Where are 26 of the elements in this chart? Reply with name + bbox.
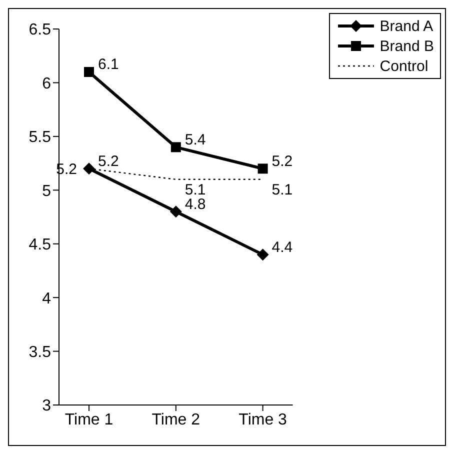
- y-tick-label: 6.5: [28, 22, 52, 39]
- y-tick-label: 5: [42, 182, 52, 200]
- data-label: 5.1: [272, 182, 293, 199]
- x-tick-label: Time 2: [152, 411, 200, 428]
- point: [83, 162, 95, 175]
- x-tick-label: Time 1: [64, 411, 114, 428]
- data-label: 5.2: [98, 152, 119, 170]
- data-label: 4.4: [272, 238, 293, 256]
- point: [256, 248, 269, 261]
- point: [170, 206, 182, 218]
- point: [84, 66, 94, 77]
- y-tick-label: 4: [42, 290, 52, 308]
- legend-label: Control: [380, 58, 428, 74]
- y-tick-label: 4.5: [28, 236, 52, 254]
- y-tick-label: 3: [42, 398, 52, 415]
- data-label: 5.2: [272, 152, 293, 170]
- legend-label: Brand A: [380, 18, 434, 34]
- y-tick-label: 5.5: [28, 129, 52, 146]
- y-tick-label: 3.5: [28, 344, 52, 361]
- y-tick-label: 6: [42, 75, 52, 92]
- data-label: 5.4: [184, 131, 206, 148]
- data-label: 6.1: [98, 56, 119, 74]
- x-tick-label: Time 3: [238, 411, 288, 428]
- point: [258, 164, 268, 174]
- legend-label: Brand B: [380, 38, 434, 54]
- point: [170, 142, 181, 152]
